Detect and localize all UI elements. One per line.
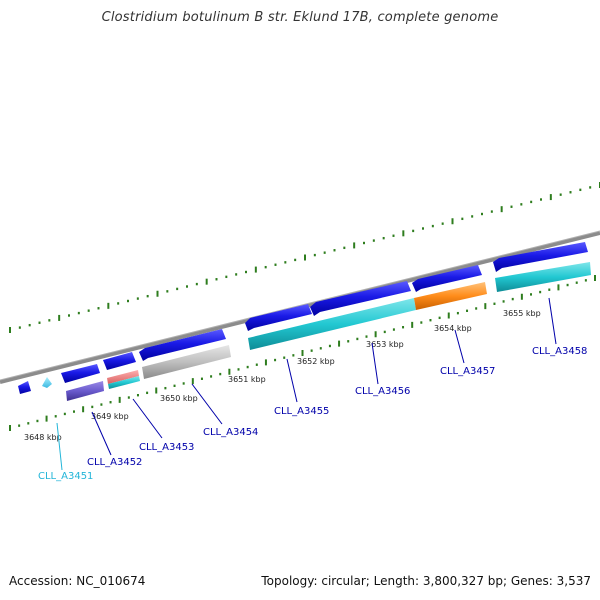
cds-arrow-3453[interactable] — [103, 352, 136, 370]
feature-gray[interactable] — [142, 345, 231, 379]
feature-orange[interactable] — [414, 282, 487, 310]
kbp-label: 3649 kbp — [91, 412, 129, 421]
cds-arrow-3454[interactable] — [139, 329, 226, 361]
gene-label[interactable]: CLL_A3453 — [139, 442, 194, 453]
genome-title: Clostridium botulinum B str. Eklund 17B,… — [101, 10, 499, 25]
kbp-label: 3655 kbp — [503, 309, 541, 318]
gene-leader-line — [191, 383, 223, 425]
gene-label[interactable]: CLL_A3454 — [203, 427, 258, 438]
gene-leader-line — [548, 297, 557, 345]
kbp-label: 3650 kbp — [160, 394, 198, 403]
kbp-label: 3652 kbp — [297, 357, 335, 366]
gene-labels: CLL_A3451 CLL_A3452 CLL_A3453 CLL_A3454 CLL_… — [38, 297, 587, 482]
backbone-highlight — [0, 230, 600, 381]
gene-label[interactable]: CLL_A3452 — [87, 457, 142, 468]
gene-leader-line — [454, 329, 465, 364]
outer-tick-ring — [9, 182, 600, 333]
cds-arrow-3458[interactable] — [493, 242, 588, 272]
kbp-label: 3653 kbp — [366, 340, 404, 349]
gene-leader-line — [371, 342, 379, 385]
feature-salmon[interactable] — [107, 370, 139, 384]
kbp-labels: 3648 kbp 3649 kbp 3650 kbp 3651 kbp 3652 kbp… — [24, 309, 541, 442]
gene-label[interactable]: CLL_A3451 — [38, 471, 93, 482]
feature-purple[interactable] — [66, 381, 104, 401]
gene-label[interactable]: CLL_A3456 — [355, 386, 410, 397]
kbp-label: 3651 kbp — [228, 375, 266, 384]
gene-leader-line — [56, 422, 63, 471]
forward-strand-features — [18, 242, 588, 394]
feature-cyan-small[interactable] — [108, 376, 140, 389]
feature-cyan-long[interactable] — [248, 298, 416, 350]
secondary-features — [66, 262, 591, 401]
feature-cyan-right[interactable] — [495, 262, 591, 292]
gene-leader-line — [132, 398, 163, 439]
cds-arrow-3452[interactable] — [61, 364, 100, 383]
genome-summary-text: Topology: circular; Length: 3,800,327 bp… — [261, 574, 591, 588]
gene-leader-line — [286, 358, 298, 403]
gene-leader-line — [91, 411, 112, 456]
cds-arrow-3451[interactable] — [18, 381, 31, 394]
gene-label[interactable]: CLL_A3457 — [440, 366, 495, 377]
accession-text: Accession: NC_010674 — [9, 574, 146, 588]
gene-label[interactable]: CLL_A3455 — [274, 406, 329, 417]
cds-arrow-3457[interactable] — [412, 265, 482, 292]
inner-tick-ring — [9, 275, 596, 431]
cds-arrow-3455[interactable] — [245, 304, 312, 331]
gene-label[interactable]: CLL_A3458 — [532, 346, 587, 357]
kbp-label: 3648 kbp — [24, 433, 62, 442]
cds-arrow-3451b[interactable] — [42, 377, 52, 388]
kbp-label: 3654 kbp — [434, 324, 472, 333]
cds-arrow-3456[interactable] — [310, 281, 411, 316]
